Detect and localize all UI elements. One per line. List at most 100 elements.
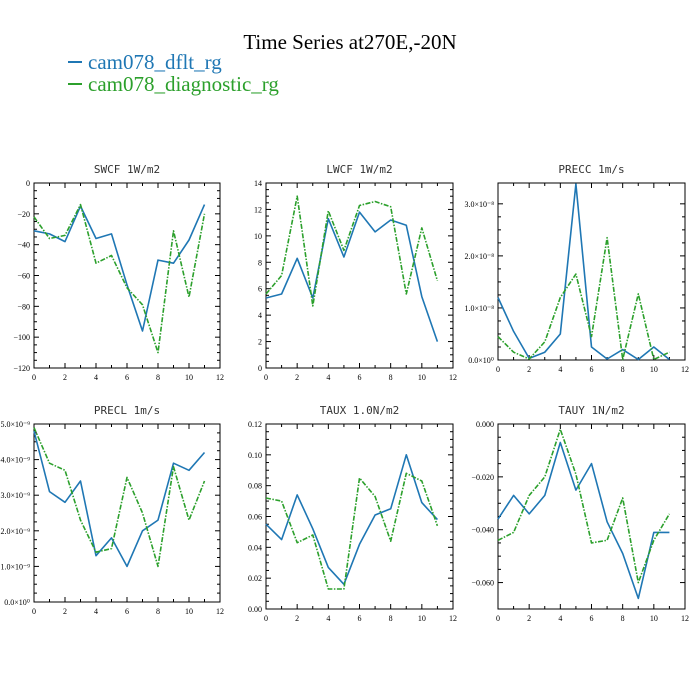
y-tick-label: 0	[258, 364, 262, 373]
x-tick-label: 12	[449, 614, 457, 623]
x-tick-label: 12	[216, 607, 224, 616]
series-line-diagnostic	[497, 236, 670, 361]
series-line-dflt	[265, 453, 438, 586]
x-tick-label: 0	[496, 365, 500, 374]
panel-0: SWCF 1W/m2 0 2 4 6 8 10 12 0 −20 −40 −60 −80 −100 −120	[13, 163, 224, 382]
plot-frame	[497, 182, 686, 361]
x-tick-label: 2	[295, 614, 299, 623]
x-tick-label: 0	[32, 373, 36, 382]
y-tick-label: 0.10	[248, 451, 262, 460]
series-line-diagnostic	[497, 428, 671, 584]
x-tick-label: 2	[527, 614, 531, 623]
series-line-diagnostic	[33, 203, 206, 354]
panel-title: SWCF 1W/m2	[94, 163, 160, 176]
legend-line-dflt	[68, 61, 82, 64]
series-line-diagnostic	[33, 427, 206, 568]
x-tick-label: 2	[63, 373, 67, 382]
x-tick-label: 8	[621, 614, 625, 623]
series-line-dflt	[33, 204, 206, 332]
y-tick-label: 6	[258, 285, 262, 294]
series-line-diagnostic	[265, 472, 439, 590]
y-tick-label: 3.0×10⁻⁸	[464, 200, 494, 209]
x-tick-label: 10	[185, 373, 193, 382]
y-tick-label: 1.0×10⁻⁹	[0, 562, 30, 571]
x-tick-label: 10	[418, 373, 426, 382]
x-tick-label: 0	[496, 614, 500, 623]
y-tick-label: 1.0×10⁻⁸	[464, 304, 494, 313]
legend-line-diagnostic	[68, 83, 82, 86]
plot-frame	[265, 423, 454, 610]
x-tick-label: 4	[558, 614, 562, 623]
y-tick-label: 0.06	[248, 513, 262, 522]
x-tick-label: 4	[94, 607, 98, 616]
x-tick-label: 2	[295, 373, 299, 382]
panel-3: PRECL 1m/s 0 2 4 6 8 10 12 0.0×10⁰ 1.0×10⁻⁹ 2.0×10…	[0, 404, 224, 616]
legend-entry-dflt: cam078_dflt_rg	[68, 50, 222, 75]
panel-4: TAUX 1.0N/m2 0 2 4 6 8 10 12 0.00 0.02 0.04 0.06 0.0…	[248, 404, 457, 623]
x-tick-label: 10	[185, 607, 193, 616]
panel-1: LWCF 1W/m2 0 2 4 6 8 10 12 0 2 4 6 8 10 12 14	[254, 163, 457, 382]
y-tick-label: −0.020	[471, 473, 494, 482]
x-tick-label: 2	[63, 607, 67, 616]
x-tick-label: 6	[125, 373, 129, 382]
x-tick-label: 10	[650, 365, 658, 374]
y-tick-label: −60	[17, 272, 30, 281]
x-tick-label: 6	[358, 614, 362, 623]
y-tick-label: 0.000	[476, 420, 494, 429]
x-tick-label: 6	[358, 373, 362, 382]
series-line-dflt	[33, 430, 206, 568]
x-tick-label: 4	[326, 373, 330, 382]
x-tick-label: 8	[389, 373, 393, 382]
y-tick-label: 4.0×10⁻⁹	[0, 456, 30, 465]
y-tick-label: −20	[17, 210, 30, 219]
series-line-dflt	[265, 211, 439, 342]
series-line-diagnostic	[265, 195, 439, 307]
y-tick-label: 5.0×10⁻⁹	[0, 420, 30, 429]
y-tick-label: −80	[17, 302, 30, 311]
y-tick-label: −0.040	[471, 526, 494, 535]
y-tick-label: 0.0×10⁰	[4, 598, 30, 607]
panel-5: TAUY 1N/m2 0 2 4 6 8 10 12 0.000 −0.020 −0.040 −0.0…	[471, 404, 689, 623]
x-tick-label: 6	[125, 607, 129, 616]
y-tick-label: 2	[258, 338, 262, 347]
x-tick-label: 8	[156, 607, 160, 616]
y-tick-label: 0.12	[248, 420, 262, 429]
x-tick-label: 0	[264, 373, 268, 382]
panel-title: LWCF 1W/m2	[326, 163, 392, 176]
x-tick-label: 2	[527, 365, 531, 374]
series-line-dflt	[497, 441, 670, 600]
y-tick-label: 2.0×10⁻⁹	[0, 527, 30, 536]
panel-2: PRECC 1m/s 0 2 4 6 8 10 12 0.0×10⁰ 1.0×10⁻⁸ 2.0×10…	[464, 163, 689, 374]
legend-label-diagnostic: cam078_diagnostic_rg	[88, 72, 279, 96]
y-tick-label: −120	[13, 364, 30, 373]
x-tick-label: 12	[216, 373, 224, 382]
panel-title: TAUY 1N/m2	[558, 404, 624, 417]
x-tick-label: 10	[418, 614, 426, 623]
x-tick-label: 0	[264, 614, 268, 623]
x-tick-label: 10	[650, 614, 658, 623]
x-tick-label: 12	[681, 614, 689, 623]
panel-title: PRECC 1m/s	[558, 163, 624, 176]
legend-label-dflt: cam078_dflt_rg	[88, 50, 222, 74]
y-tick-label: 0.00	[248, 605, 262, 614]
x-tick-label: 4	[94, 373, 98, 382]
y-tick-label: −0.060	[471, 579, 494, 588]
y-tick-label: 0.04	[248, 543, 262, 552]
x-tick-label: 4	[558, 365, 562, 374]
y-tick-label: 2.0×10⁻⁸	[464, 252, 494, 261]
x-tick-label: 0	[32, 607, 36, 616]
y-tick-label: 14	[254, 179, 262, 188]
x-tick-label: 6	[590, 614, 594, 623]
x-tick-label: 8	[156, 373, 160, 382]
panel-title: PRECL 1m/s	[94, 404, 160, 417]
x-tick-label: 12	[681, 365, 689, 374]
x-tick-label: 4	[326, 614, 330, 623]
plot-frame	[497, 423, 686, 610]
panel-title: TAUX 1.0N/m2	[320, 404, 399, 417]
figure-title: Time Series at270E,-20N	[243, 30, 457, 54]
x-tick-label: 8	[621, 365, 625, 374]
y-tick-label: 12	[254, 205, 262, 214]
x-tick-label: 8	[389, 614, 393, 623]
x-tick-label: 6	[590, 365, 594, 374]
